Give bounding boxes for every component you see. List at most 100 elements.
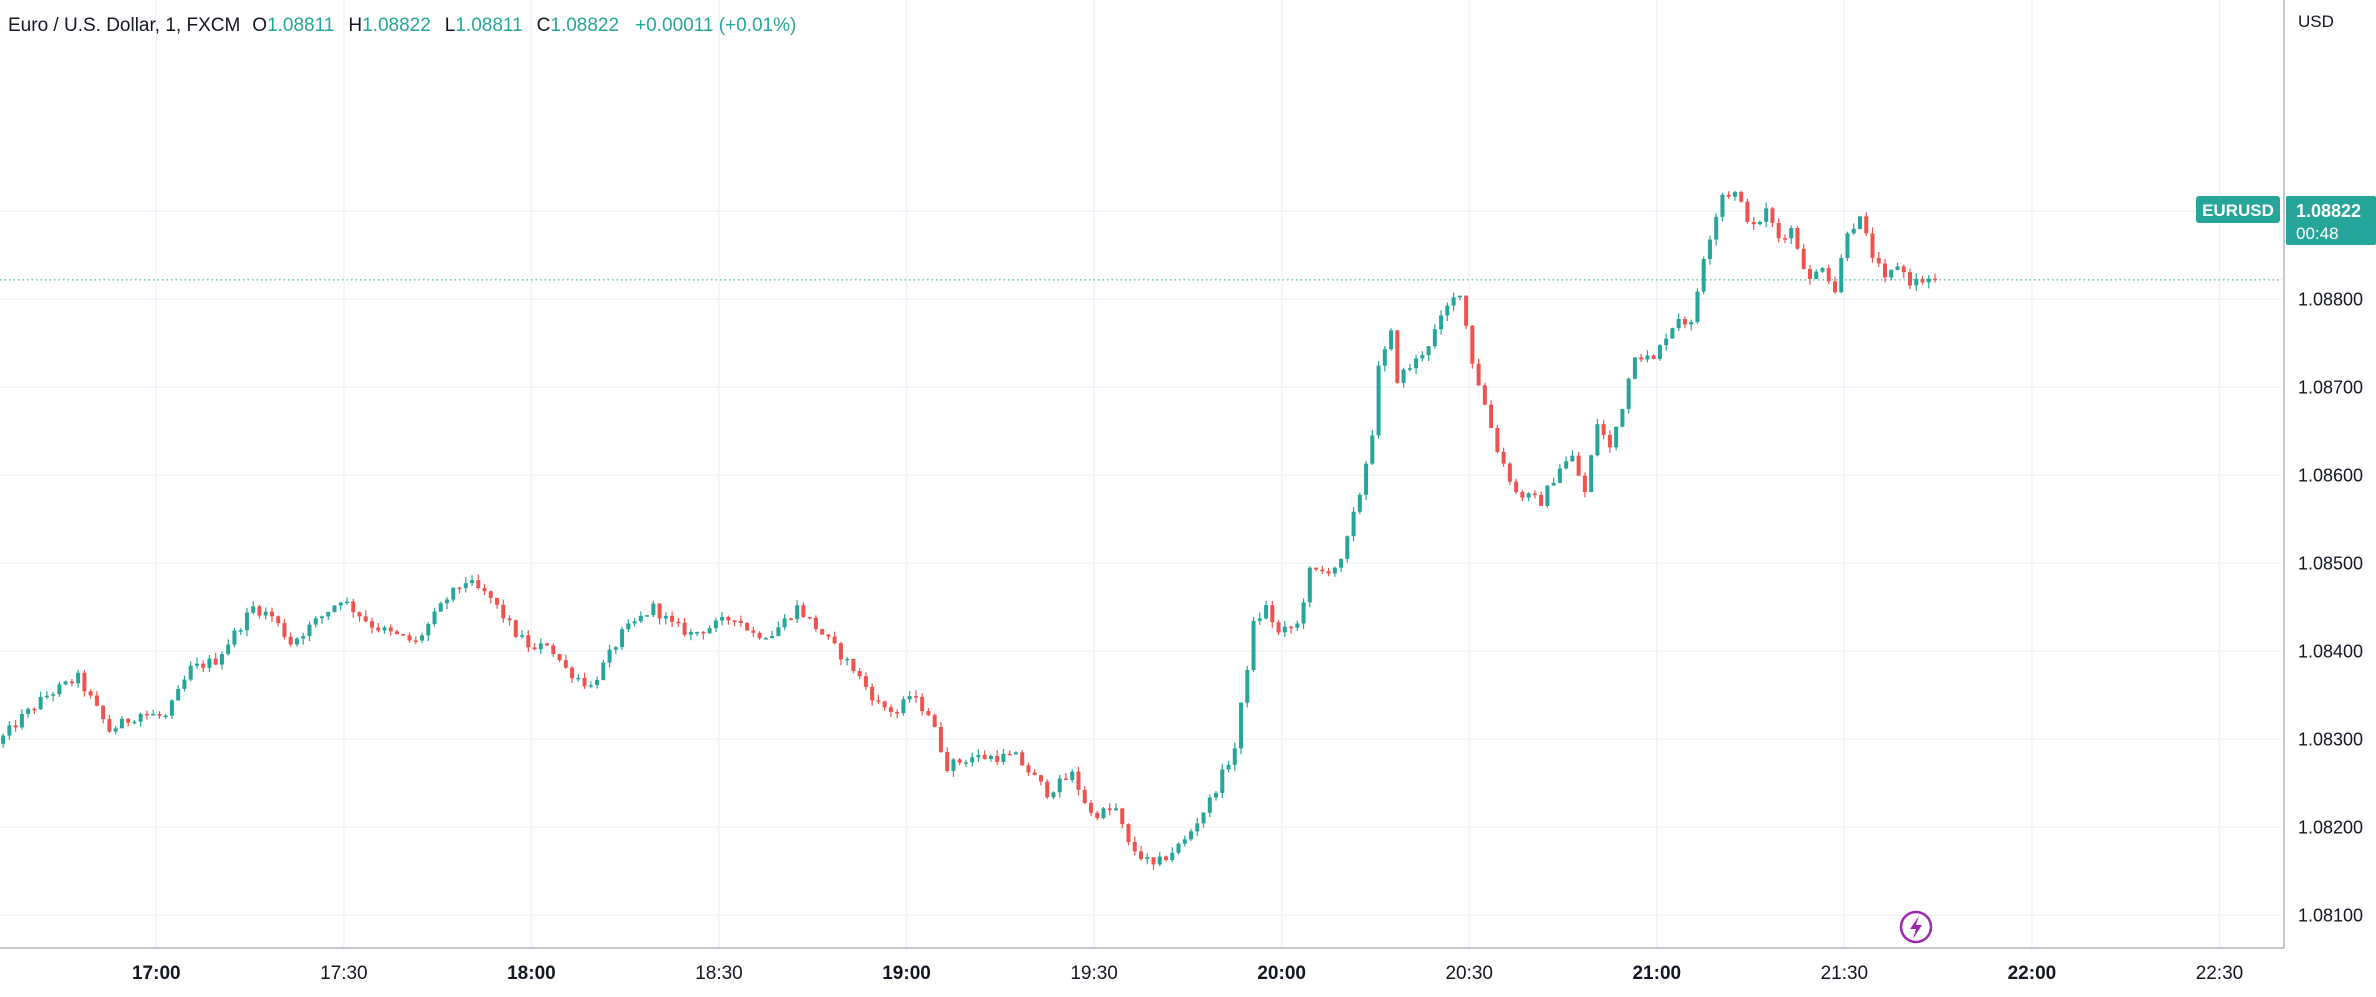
candle [738, 615, 743, 627]
candle [813, 615, 818, 632]
x-tick-label: 18:00 [507, 963, 556, 984]
candle [1245, 665, 1250, 708]
candle [857, 668, 862, 679]
candle [38, 691, 43, 710]
candle [757, 631, 762, 640]
candle [413, 636, 418, 645]
candle [7, 721, 12, 740]
candle [1201, 811, 1206, 828]
candle [463, 577, 468, 593]
candle [582, 672, 587, 689]
candle [1314, 567, 1319, 572]
candle [1026, 762, 1031, 776]
candle [707, 625, 712, 634]
time-scale[interactable]: 17:00 17:30 18:00 18:30 19:00 19:30 20:00 20:30… [132, 963, 2243, 984]
candle [1826, 264, 1831, 284]
candle [445, 597, 450, 610]
candle [1832, 276, 1837, 294]
candle [251, 601, 256, 615]
candle [1389, 328, 1394, 351]
candle [1589, 454, 1594, 493]
candle [907, 691, 912, 703]
candle [63, 680, 68, 686]
candle [1282, 621, 1287, 637]
x-tick-label: 18:30 [695, 963, 743, 984]
candle [388, 624, 393, 636]
candle [119, 716, 124, 729]
chart-legend: Euro / U.S. Dollar, 1, FXCM O1.08811 H1.… [8, 15, 796, 37]
candle [1745, 198, 1750, 224]
candle [1926, 275, 1931, 289]
legend-symbol[interactable]: Euro / U.S. Dollar, 1, FXCM [8, 15, 241, 36]
candle [1251, 616, 1256, 673]
candle [1464, 295, 1469, 330]
candle [163, 713, 168, 719]
candle [551, 643, 556, 658]
candle [826, 634, 831, 640]
candle [1357, 492, 1362, 515]
candle [632, 617, 637, 627]
candle [1795, 226, 1800, 250]
candle [1445, 302, 1450, 321]
candle [376, 623, 381, 633]
x-tick-label: 21:00 [1632, 963, 1681, 984]
candle [432, 607, 437, 627]
candle [401, 633, 406, 637]
candle [1789, 225, 1794, 245]
candle [188, 661, 193, 682]
candle [1364, 461, 1369, 500]
candle [351, 598, 356, 618]
candle [1882, 258, 1887, 283]
candle [1082, 786, 1087, 805]
candle [269, 607, 274, 622]
candle [1532, 489, 1537, 499]
candle [832, 631, 837, 645]
candle [1770, 206, 1775, 227]
legend-open: O1.08811 [252, 15, 335, 36]
candle [294, 637, 299, 647]
candle [1182, 835, 1187, 847]
lightning-alert-icon[interactable] [1899, 910, 1933, 944]
candles [1, 190, 1938, 870]
candle [1845, 231, 1850, 262]
candle [482, 584, 487, 596]
candle [1732, 190, 1737, 201]
candle [663, 612, 668, 625]
candle [94, 691, 99, 707]
price-scale-background[interactable] [2282, 0, 2376, 992]
candle [107, 714, 112, 734]
candle [782, 614, 787, 630]
candle [1695, 288, 1700, 324]
x-tick-label: 17:30 [320, 963, 368, 984]
candle [1107, 803, 1112, 816]
candle [1857, 216, 1862, 230]
candle [1226, 760, 1231, 773]
candle [207, 655, 212, 673]
candle [788, 617, 793, 621]
candle [1889, 269, 1894, 281]
candle [1751, 217, 1756, 230]
candle [1414, 354, 1419, 374]
candle [651, 600, 656, 618]
candle [1057, 774, 1062, 798]
x-tick-label: 19:00 [882, 963, 931, 984]
candle [263, 607, 268, 620]
candle [344, 597, 349, 605]
candle [1113, 803, 1118, 812]
legend-close: C1.08822 [536, 15, 620, 36]
candle [1814, 269, 1819, 280]
candle [1376, 361, 1381, 439]
currency-label: USD [2298, 12, 2334, 31]
candle [1145, 853, 1150, 865]
price-tag-countdown: 00:48 [2296, 224, 2339, 243]
candle [1545, 485, 1550, 508]
candle [751, 626, 756, 637]
candle [957, 758, 962, 766]
price-tag-value: 1.08822 [2296, 201, 2361, 221]
x-tick-label: 17:00 [132, 963, 181, 984]
candle [326, 611, 331, 621]
candle [476, 574, 481, 590]
candle [69, 679, 74, 687]
